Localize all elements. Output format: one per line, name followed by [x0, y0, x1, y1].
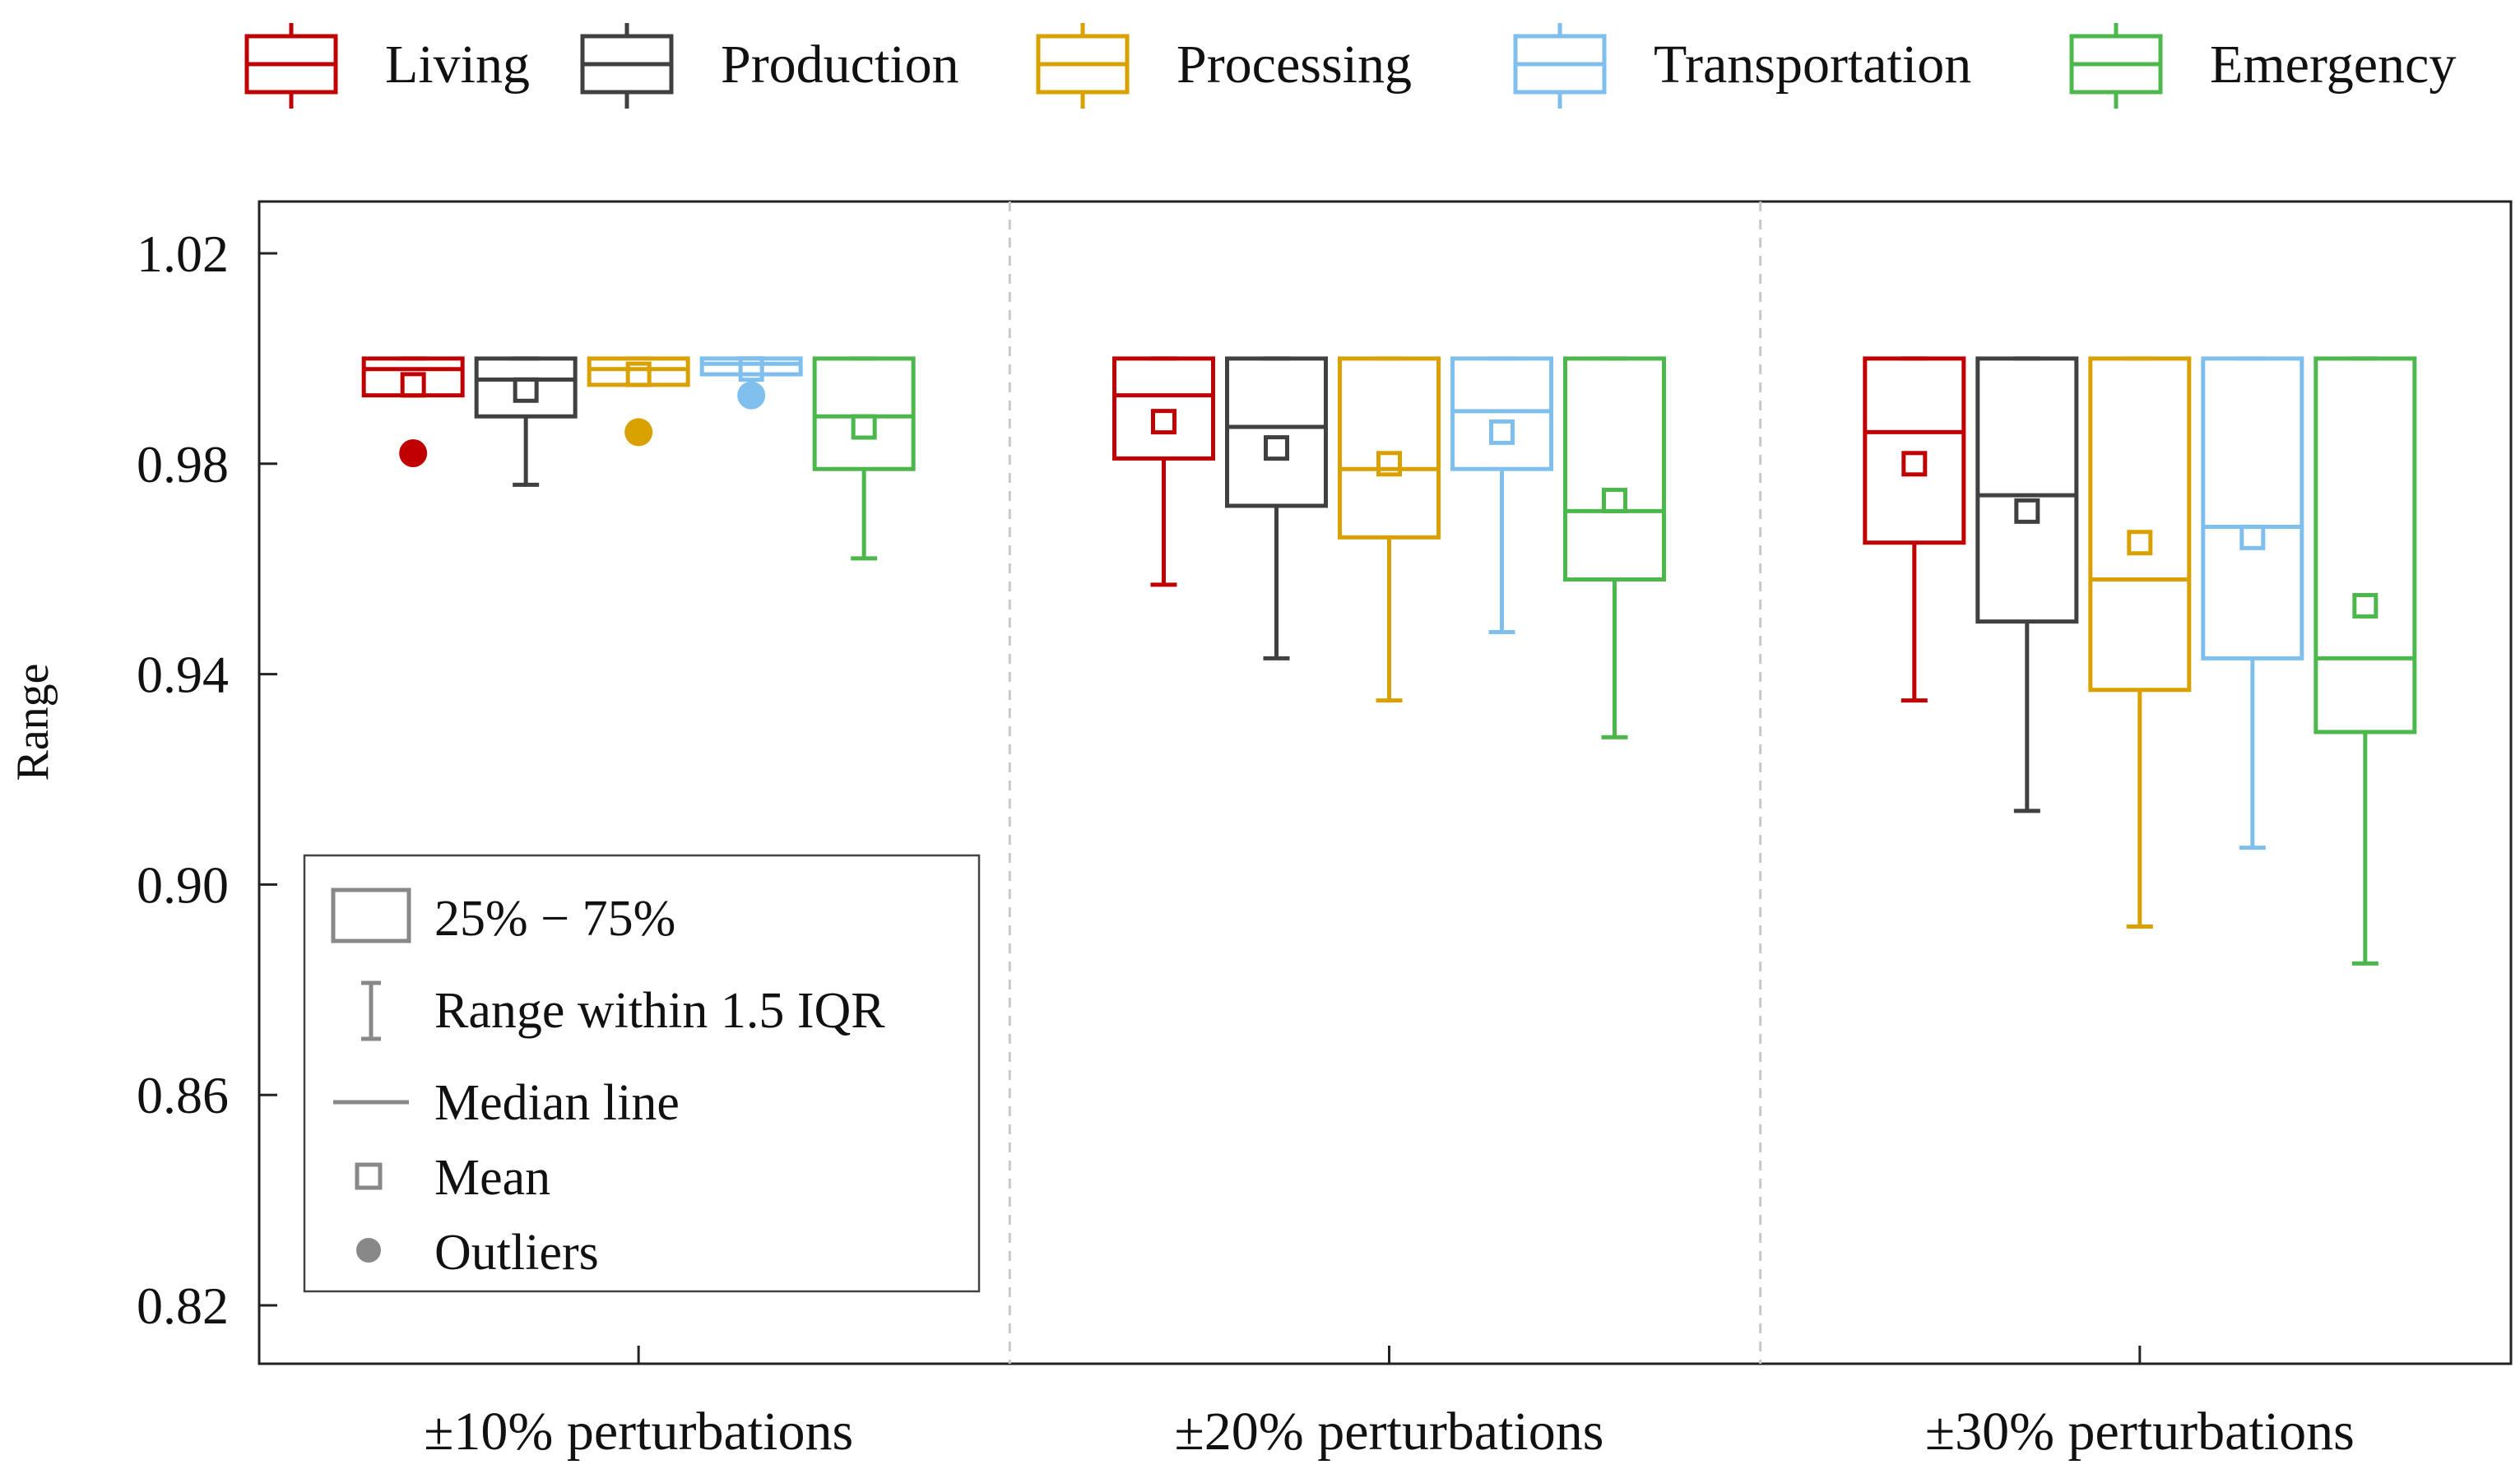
mean-marker	[1489, 419, 1515, 445]
key-median-label: Median line	[434, 1075, 680, 1131]
mean-marker	[625, 361, 652, 387]
y-tick-label: 0.90	[137, 855, 229, 914]
iqr-box	[1338, 356, 1441, 540]
mean-marker	[738, 356, 764, 382]
y-axis-ticks: 1.02 0.98 0.94 0.90 0.86 0.82	[137, 225, 277, 1335]
legend-label: Processing	[1176, 35, 1412, 95]
mean-marker	[2014, 498, 2040, 524]
series-processing	[587, 356, 2192, 929]
key-box-symbol	[331, 887, 411, 943]
plot-frame	[258, 200, 2513, 1365]
series-production	[474, 356, 2079, 813]
y-tick-label: 0.98	[137, 435, 229, 494]
iqr-box	[361, 356, 465, 398]
mean-marker	[2239, 524, 2266, 550]
outlier-point	[624, 418, 653, 447]
y-tick-label: 1.02	[137, 225, 229, 283]
legend-item-processing: Processing	[1036, 23, 1412, 109]
legend-label: Emergency	[2210, 35, 2456, 95]
series-legend: Living Production Processing Transportation…	[244, 23, 2456, 109]
group-separators	[1008, 202, 1762, 1364]
iqr-box	[1563, 356, 1666, 582]
iqr-box	[1863, 356, 1966, 545]
iqr-box	[812, 356, 916, 471]
key-box-label: 25% − 75%	[434, 891, 675, 947]
mean-marker	[1264, 435, 1289, 461]
iqr-box	[1450, 356, 1553, 471]
x-group-label: ±30% perturbations	[1925, 1402, 2355, 1462]
mean-marker	[851, 414, 877, 440]
mean-marker	[2127, 530, 2153, 556]
mean-marker	[2352, 592, 2378, 619]
legend-label: Living	[385, 35, 530, 95]
x-group-label: ±10% perturbations	[424, 1402, 853, 1462]
outlier-point	[399, 439, 428, 468]
iqr-box	[2088, 356, 2192, 693]
y-tick-label: 0.82	[137, 1277, 229, 1335]
key-mean-label: Mean	[434, 1150, 550, 1206]
iqr-box	[699, 356, 803, 377]
x-group-label: ±20% perturbations	[1175, 1402, 1604, 1462]
mean-marker	[1602, 488, 1627, 514]
legend-item-living: Living	[244, 23, 530, 109]
series-transportation	[699, 356, 2304, 850]
iqr-box	[1112, 356, 1215, 461]
y-tick-label: 0.86	[137, 1066, 229, 1124]
iqr-box	[2201, 356, 2304, 660]
legend-label: Transportation	[1654, 35, 1971, 95]
mean-marker	[1901, 451, 1928, 477]
series-living	[361, 356, 1966, 703]
key-legend: 25% − 75% Range within 1.5 IQR Median li…	[303, 854, 981, 1293]
box-series	[361, 356, 2417, 966]
key-outliers-label: Outliers	[434, 1225, 599, 1281]
mean-marker	[1151, 409, 1176, 435]
key-whisker-label: Range within 1.5 IQR	[434, 983, 885, 1039]
key-mean-symbol	[355, 1162, 383, 1190]
iqr-box	[474, 356, 578, 419]
y-axis-title: Range	[7, 663, 58, 781]
key-outlier-symbol	[356, 1238, 381, 1263]
key-frame	[303, 854, 981, 1293]
y-tick-label: 0.94	[137, 646, 229, 704]
mean-marker	[513, 377, 539, 403]
x-axis: ±10% perturbations ±20% perturbations ±30%…	[424, 1346, 2355, 1462]
mean-marker	[1376, 451, 1402, 477]
legend-label: Production	[721, 35, 959, 95]
legend-item-emergency: Emergency	[2069, 23, 2456, 109]
mean-marker	[400, 372, 426, 398]
legend-item-production: Production	[580, 23, 959, 109]
iqr-box	[2313, 356, 2417, 735]
iqr-box	[1225, 356, 1328, 508]
outlier-point	[737, 381, 766, 410]
series-emergency	[812, 356, 2417, 966]
legend-item-transportation: Transportation	[1513, 23, 1971, 109]
iqr-box	[1975, 356, 2079, 624]
